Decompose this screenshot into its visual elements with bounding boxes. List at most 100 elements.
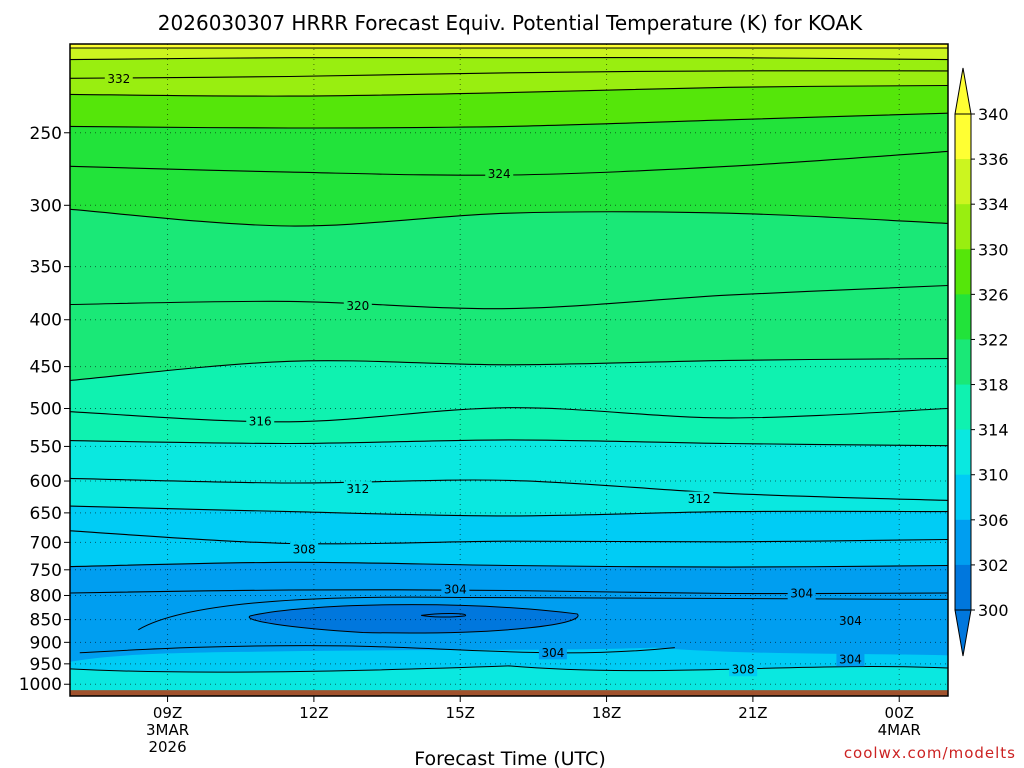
contour-label-bg <box>787 585 816 600</box>
low-core-300 <box>421 612 466 618</box>
contour-label-bg <box>836 613 865 628</box>
contour-label-bg <box>729 662 758 677</box>
contour-label-bg <box>104 71 133 86</box>
contour-label-text: 304 <box>839 614 862 628</box>
contour-322 <box>70 208 948 227</box>
contour-label-bg <box>246 414 275 429</box>
contour-318 <box>70 358 948 382</box>
contour-label-1: 324 <box>485 166 514 181</box>
contour-labels: 332 324 320 316 312 312 308 304 304 304 304 304 308 <box>104 71 865 677</box>
colorbar-band <box>955 159 971 205</box>
colorbar-band <box>955 294 971 340</box>
colorbar-band <box>955 204 971 250</box>
colorbar-band <box>955 429 971 476</box>
contour-label-bg <box>485 166 514 181</box>
colorbar-label: 310 <box>978 466 1009 485</box>
x-tick-label: 12Z <box>299 704 328 722</box>
contour-label-text: 312 <box>688 492 711 506</box>
low-theta-core <box>70 596 948 696</box>
colorbar-band <box>955 384 971 431</box>
colorbar-label: 340 <box>978 105 1009 124</box>
contour-308-low <box>70 665 948 673</box>
colorbar-label: 322 <box>978 330 1009 349</box>
colorbar-band <box>955 564 971 611</box>
low-core-302 <box>248 604 579 634</box>
contour-label-6: 308 <box>290 542 319 557</box>
x-tick-label: 21Z <box>738 704 767 722</box>
contour-label-4: 312 <box>343 481 372 496</box>
colorbar-frame <box>954 113 972 611</box>
colorbar-label: 336 <box>978 150 1009 169</box>
contour-label-bg <box>836 652 865 667</box>
temperature-bands <box>70 44 948 696</box>
contour-308 <box>70 530 948 545</box>
contour-330 <box>70 84 948 97</box>
colorbar-band <box>955 474 971 521</box>
y-tick-label: 700 <box>30 533 62 553</box>
colorbar-bottom-arrow <box>954 609 972 657</box>
colorbar-label: 326 <box>978 285 1009 304</box>
contour-label-2: 320 <box>343 298 372 313</box>
colorbar-band <box>955 519 971 566</box>
colorbar-band <box>955 249 971 295</box>
colorbar-label: 306 <box>978 511 1009 530</box>
contour-label-10: 304 <box>538 645 567 660</box>
colorbar-label: 300 <box>978 601 1009 620</box>
y-tick-label: 300 <box>30 196 62 216</box>
contour-label-text: 304 <box>541 646 564 660</box>
contour-label-11: 304 <box>836 652 865 667</box>
contour-label-text: 324 <box>488 167 511 181</box>
contour-label-8: 304 <box>787 585 816 600</box>
contour-304-lower <box>79 645 675 654</box>
plot-frame <box>69 43 949 697</box>
y-tick-label: 450 <box>30 358 62 378</box>
contour-label-text: 308 <box>732 663 755 677</box>
contour-326 <box>70 112 948 129</box>
x-tick-label: 00Z <box>885 704 914 722</box>
contour-label-7: 304 <box>441 581 470 596</box>
contour-label-5: 312 <box>685 491 714 506</box>
contour-label-bg <box>290 542 319 557</box>
contour-312 <box>70 477 948 501</box>
y-tick-label: 500 <box>30 400 62 420</box>
contour-label-bg <box>343 481 372 496</box>
contour-label-text: 332 <box>107 72 130 86</box>
contour-label-bg <box>343 298 372 313</box>
contour-label-text: 312 <box>346 482 369 496</box>
contour-label-bg <box>441 581 470 596</box>
colorbar-label: 302 <box>978 556 1009 575</box>
contour-label-0: 332 <box>104 71 133 86</box>
contour-label-bg <box>685 491 714 506</box>
x-tick-label: 2026 <box>148 738 186 756</box>
chart-title: 2026030307 HRRR Forecast Equiv. Potentia… <box>158 11 863 35</box>
credit-text: coolwx.com/modelts <box>844 744 1016 762</box>
y-tick-label: 600 <box>30 472 62 492</box>
contour-label-3: 316 <box>246 414 275 429</box>
terrain-ground <box>70 690 948 696</box>
contour-316 <box>70 407 948 423</box>
y-tick-label: 250 <box>30 124 62 144</box>
colorbar-label: 334 <box>978 195 1009 214</box>
colorbar-band <box>955 114 971 160</box>
x-tick-label: 3MAR <box>146 721 189 739</box>
contour-lines <box>70 47 948 595</box>
y-tick-label: 950 <box>30 655 62 675</box>
colorbar-label: 330 <box>978 240 1009 259</box>
contour-label-text: 304 <box>790 586 813 600</box>
contour-label-text: 304 <box>444 582 467 596</box>
y-tick-label: 850 <box>30 611 62 631</box>
colorbar-top-arrow <box>954 67 972 115</box>
contour-label-9: 304 <box>836 613 865 628</box>
colorbar-label: 314 <box>978 421 1009 440</box>
contour-320 <box>70 284 948 310</box>
y-tick-label: 800 <box>30 586 62 606</box>
y-tick-label: 650 <box>30 504 62 524</box>
grid-lines <box>70 44 948 696</box>
x-tick-label: 09Z <box>153 704 182 722</box>
colorbar-band <box>955 339 971 386</box>
contour-label-12: 308 <box>729 662 758 677</box>
y-tick-label: 750 <box>30 561 62 581</box>
contour-314 <box>70 439 948 447</box>
